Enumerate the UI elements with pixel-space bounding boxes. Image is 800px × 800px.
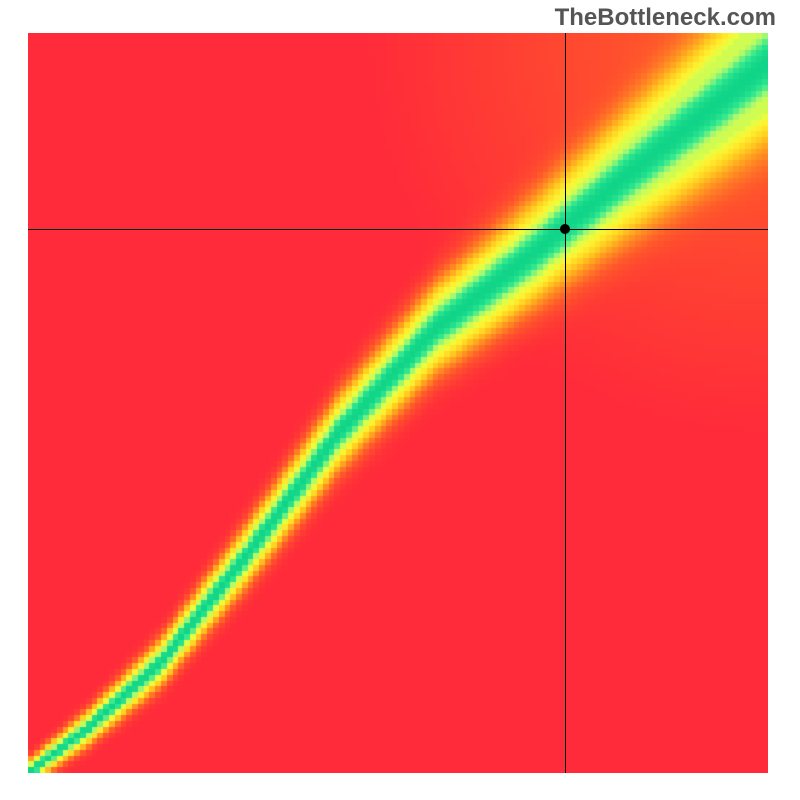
heatmap-plot	[28, 33, 768, 773]
crosshair-vertical	[565, 33, 566, 773]
heatmap-canvas	[28, 33, 768, 773]
watermark-text: TheBottleneck.com	[555, 4, 776, 32]
root: TheBottleneck.com	[0, 0, 800, 800]
crosshair-marker	[560, 224, 570, 234]
crosshair-horizontal	[28, 229, 768, 230]
